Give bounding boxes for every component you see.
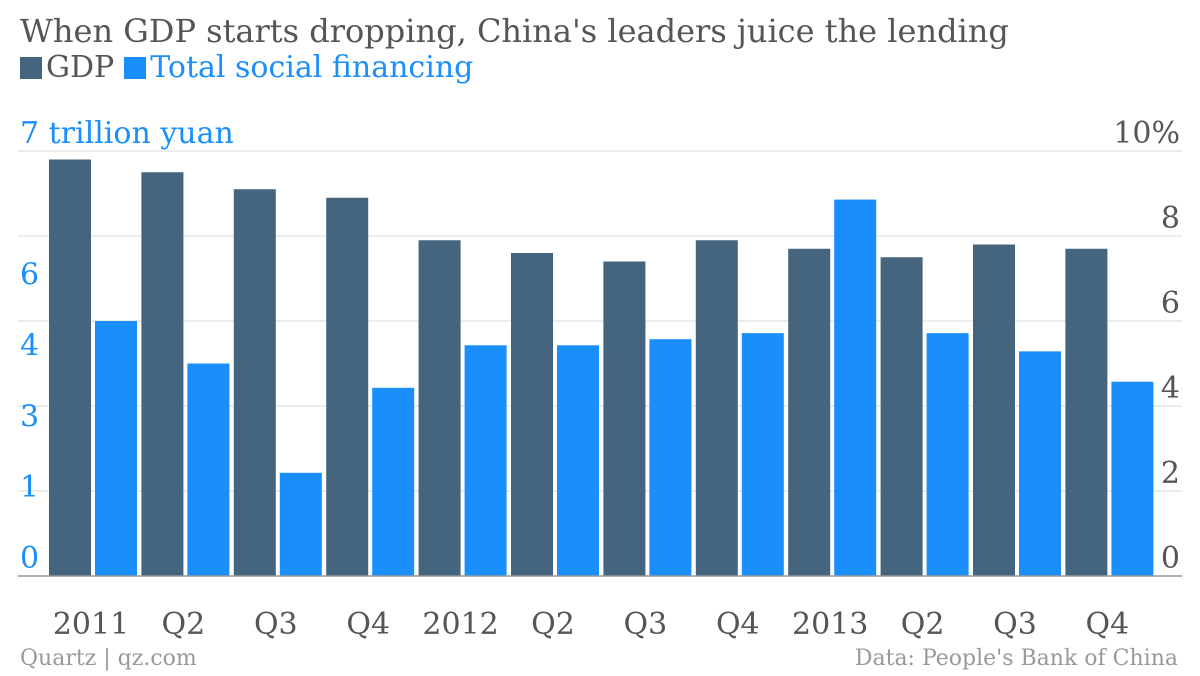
legend-label-gdp: GDP <box>46 50 115 85</box>
x-tick-label-6: Q3 <box>624 607 668 642</box>
left-tick-label-0: 0 <box>20 541 39 576</box>
bar-gdp-2 <box>233 189 276 576</box>
bar-tsf-10 <box>1019 351 1061 576</box>
bar-gdp-8 <box>788 248 831 576</box>
right-tick-label-1: 2 <box>1161 456 1180 491</box>
bar-tsf-0 <box>95 321 137 576</box>
bar-gdp-0 <box>49 159 91 576</box>
right-tick-label-2: 4 <box>1161 371 1180 406</box>
bar-tsf-1 <box>187 363 230 576</box>
legend-label-tsf: Total social financing <box>150 50 474 85</box>
bar-gdp-10 <box>973 244 1015 576</box>
footer-source-right: Data: People's Bank of China <box>854 646 1178 671</box>
x-tick-label-9: Q2 <box>901 607 945 642</box>
x-tick-label-1: Q2 <box>162 607 206 642</box>
x-tick-label-11: Q4 <box>1086 607 1130 642</box>
legend-item-tsf: Total social financing <box>124 50 473 85</box>
bar-gdp-4 <box>418 240 461 576</box>
bar-tsf-7 <box>741 333 784 576</box>
bar-gdp-11 <box>1065 248 1108 576</box>
bar-tsf-11 <box>1111 381 1154 576</box>
footer-source-left: Quartz | qz.com <box>20 646 197 671</box>
left-tick-label-3: 4 <box>20 329 39 364</box>
x-tick-label-4: 2012 <box>422 607 498 642</box>
bar-tsf-4 <box>464 345 507 576</box>
x-tick-label-5: Q2 <box>531 607 575 642</box>
x-tick-label-2: Q3 <box>254 607 298 642</box>
left-tick-label-4: 6 <box>20 258 39 293</box>
legend: GDP Total social financing <box>20 50 483 85</box>
x-tick-label-3: Q4 <box>346 607 390 642</box>
left-axis-label: 7 trillion yuan <box>20 116 234 151</box>
right-tick-label-3: 6 <box>1161 286 1180 321</box>
bar-tsf-2 <box>279 472 322 576</box>
bar-gdp-5 <box>511 253 553 576</box>
left-tick-label-1: 1 <box>20 470 39 505</box>
bar-gdp-9 <box>880 257 923 576</box>
bar-tsf-5 <box>557 345 599 576</box>
bar-tsf-9 <box>926 333 969 576</box>
bar-tsf-8 <box>834 199 877 577</box>
x-tick-label-10: Q3 <box>993 607 1037 642</box>
chart-title: When GDP starts dropping, China's leader… <box>20 12 1009 50</box>
bar-gdp-6 <box>603 261 646 576</box>
bar-gdp-3 <box>326 197 369 576</box>
x-tick-label-7: Q4 <box>716 607 760 642</box>
legend-swatch-gdp <box>20 56 42 79</box>
left-tick-label-2: 3 <box>20 399 39 434</box>
right-axis-label: 10% <box>1113 116 1180 151</box>
legend-swatch-tsf <box>124 56 147 79</box>
legend-item-gdp: GDP <box>20 50 114 85</box>
bar-gdp-7 <box>695 240 738 576</box>
bar-tsf-3 <box>372 387 415 576</box>
bar-tsf-6 <box>649 339 692 576</box>
x-tick-label-8: 2013 <box>792 607 868 642</box>
right-tick-label-0: 0 <box>1161 541 1180 576</box>
x-tick-label-0: 2011 <box>53 607 129 642</box>
bar-gdp-1 <box>141 172 184 576</box>
right-tick-label-4: 8 <box>1161 201 1180 236</box>
